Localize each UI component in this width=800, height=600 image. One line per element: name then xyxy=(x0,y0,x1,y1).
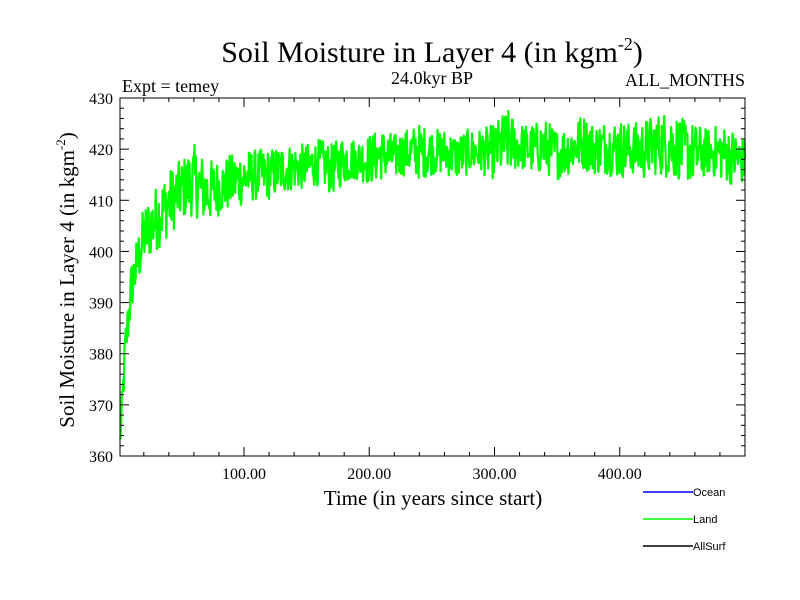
y-tick-label: 390 xyxy=(89,296,113,313)
legend-label-allsurf: AllSurf xyxy=(693,541,726,553)
plot-frame xyxy=(119,97,746,457)
chart-title: Soil Moisture in Layer 4 (in kgm-2) xyxy=(221,34,643,69)
months-label: ALL_MONTHS xyxy=(625,70,745,90)
y-axis-label: Soil Moisture in Layer 4 (in kgm-2) xyxy=(53,132,79,427)
y-tick-label: 430 xyxy=(89,91,113,108)
y-tick-label: 370 xyxy=(89,398,113,415)
x-axis-label: Time (in years since start) xyxy=(324,486,543,510)
series-line-land xyxy=(118,109,747,440)
ticks-group: 360 370 380 390 400 410 420 430 100.00 200.00 300.… xyxy=(89,91,745,483)
y-tick-label: 380 xyxy=(89,347,113,364)
series-group xyxy=(118,109,747,440)
legend: Ocean Land AllSurf xyxy=(643,487,726,553)
legend-label-land: Land xyxy=(693,514,717,526)
y-tick-label: 360 xyxy=(89,449,113,466)
y-tick-label: 420 xyxy=(89,142,113,159)
period-label: 24.0kyr BP xyxy=(391,68,473,88)
y-tick-label: 410 xyxy=(89,193,113,210)
experiment-label: Expt = temey xyxy=(122,76,219,96)
y-tick-label: 400 xyxy=(89,244,113,261)
x-tick-label: 300.00 xyxy=(472,466,516,483)
x-tick-label: 400.00 xyxy=(598,466,642,483)
x-tick-label: 200.00 xyxy=(347,466,391,483)
legend-label-ocean: Ocean xyxy=(693,487,725,499)
x-tick-label: 100.00 xyxy=(222,466,266,483)
